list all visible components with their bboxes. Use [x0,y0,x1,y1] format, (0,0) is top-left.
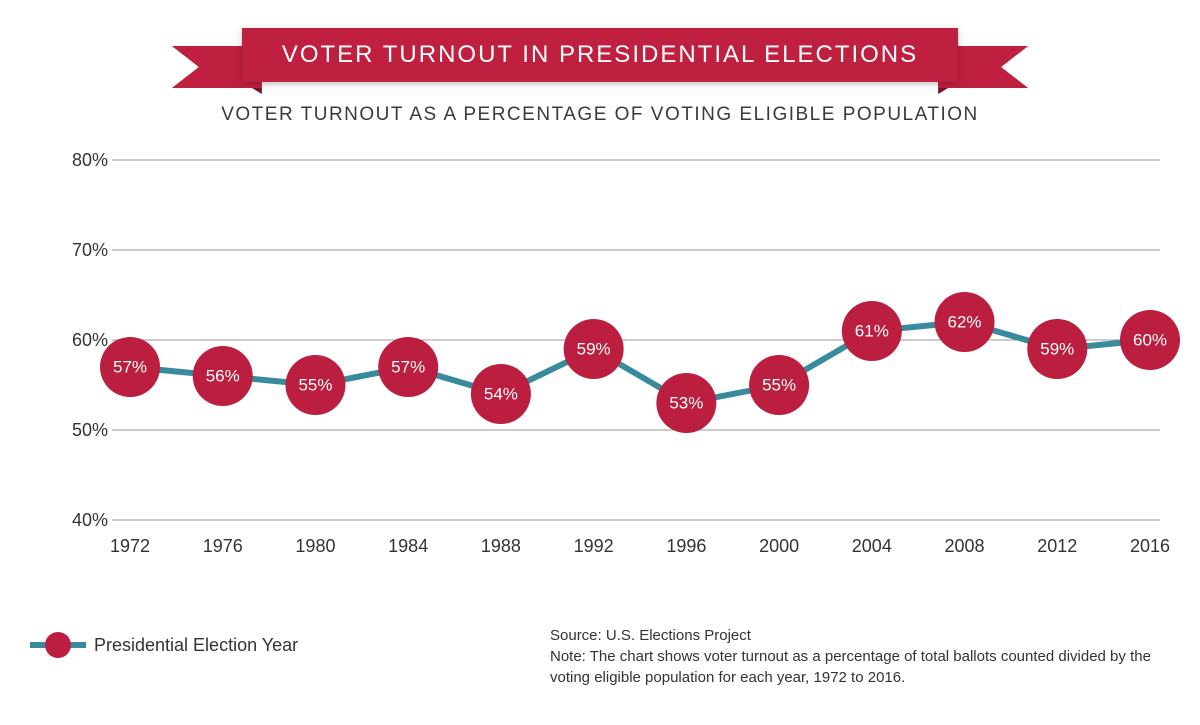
title-banner: VOTER TURNOUT IN PRESIDENTIAL ELECTIONS [0,28,1200,100]
svg-text:60%: 60% [72,330,108,350]
svg-text:1976: 1976 [203,536,243,556]
legend-swatch [30,630,86,660]
svg-text:54%: 54% [484,385,518,404]
svg-text:70%: 70% [72,240,108,260]
svg-text:1980: 1980 [295,536,335,556]
svg-text:55%: 55% [762,376,796,395]
svg-text:62%: 62% [948,313,982,332]
svg-text:2004: 2004 [852,536,892,556]
svg-text:59%: 59% [577,340,611,359]
svg-text:57%: 57% [113,358,147,377]
svg-text:2016: 2016 [1130,536,1170,556]
svg-text:60%: 60% [1133,331,1167,350]
svg-text:50%: 50% [72,420,108,440]
svg-text:1996: 1996 [666,536,706,556]
chart-subtitle: VOTER TURNOUT AS A PERCENTAGE OF VOTING … [0,104,1200,126]
svg-text:1984: 1984 [388,536,428,556]
svg-text:40%: 40% [72,510,108,530]
svg-text:1972: 1972 [110,536,150,556]
footer-source: Source: U.S. Elections Project [550,625,1170,646]
svg-text:61%: 61% [855,322,889,341]
svg-text:53%: 53% [669,394,703,413]
turnout-line-chart: 40% 50% 60% 70% 80% 1972 1976 1980 1984 1988 1992 1… [60,140,1160,580]
svg-text:80%: 80% [72,150,108,170]
svg-text:56%: 56% [206,367,240,386]
footer-note: Note: The chart shows voter turnout as a… [550,646,1170,688]
svg-text:57%: 57% [391,358,425,377]
chart-legend: Presidential Election Year [30,630,298,660]
ribbon: VOTER TURNOUT IN PRESIDENTIAL ELECTIONS [242,28,958,82]
svg-text:2000: 2000 [759,536,799,556]
svg-text:1988: 1988 [481,536,521,556]
banner-title: VOTER TURNOUT IN PRESIDENTIAL ELECTIONS [242,28,958,82]
svg-text:1992: 1992 [574,536,614,556]
legend-label: Presidential Election Year [94,635,298,656]
svg-text:2008: 2008 [945,536,985,556]
svg-text:2012: 2012 [1037,536,1077,556]
chart-footer: Source: U.S. Elections Project Note: The… [550,625,1170,688]
svg-text:59%: 59% [1040,340,1074,359]
svg-text:55%: 55% [298,376,332,395]
chart-svg: 40% 50% 60% 70% 80% 1972 1976 1980 1984 1988 1992 1… [60,140,1160,580]
